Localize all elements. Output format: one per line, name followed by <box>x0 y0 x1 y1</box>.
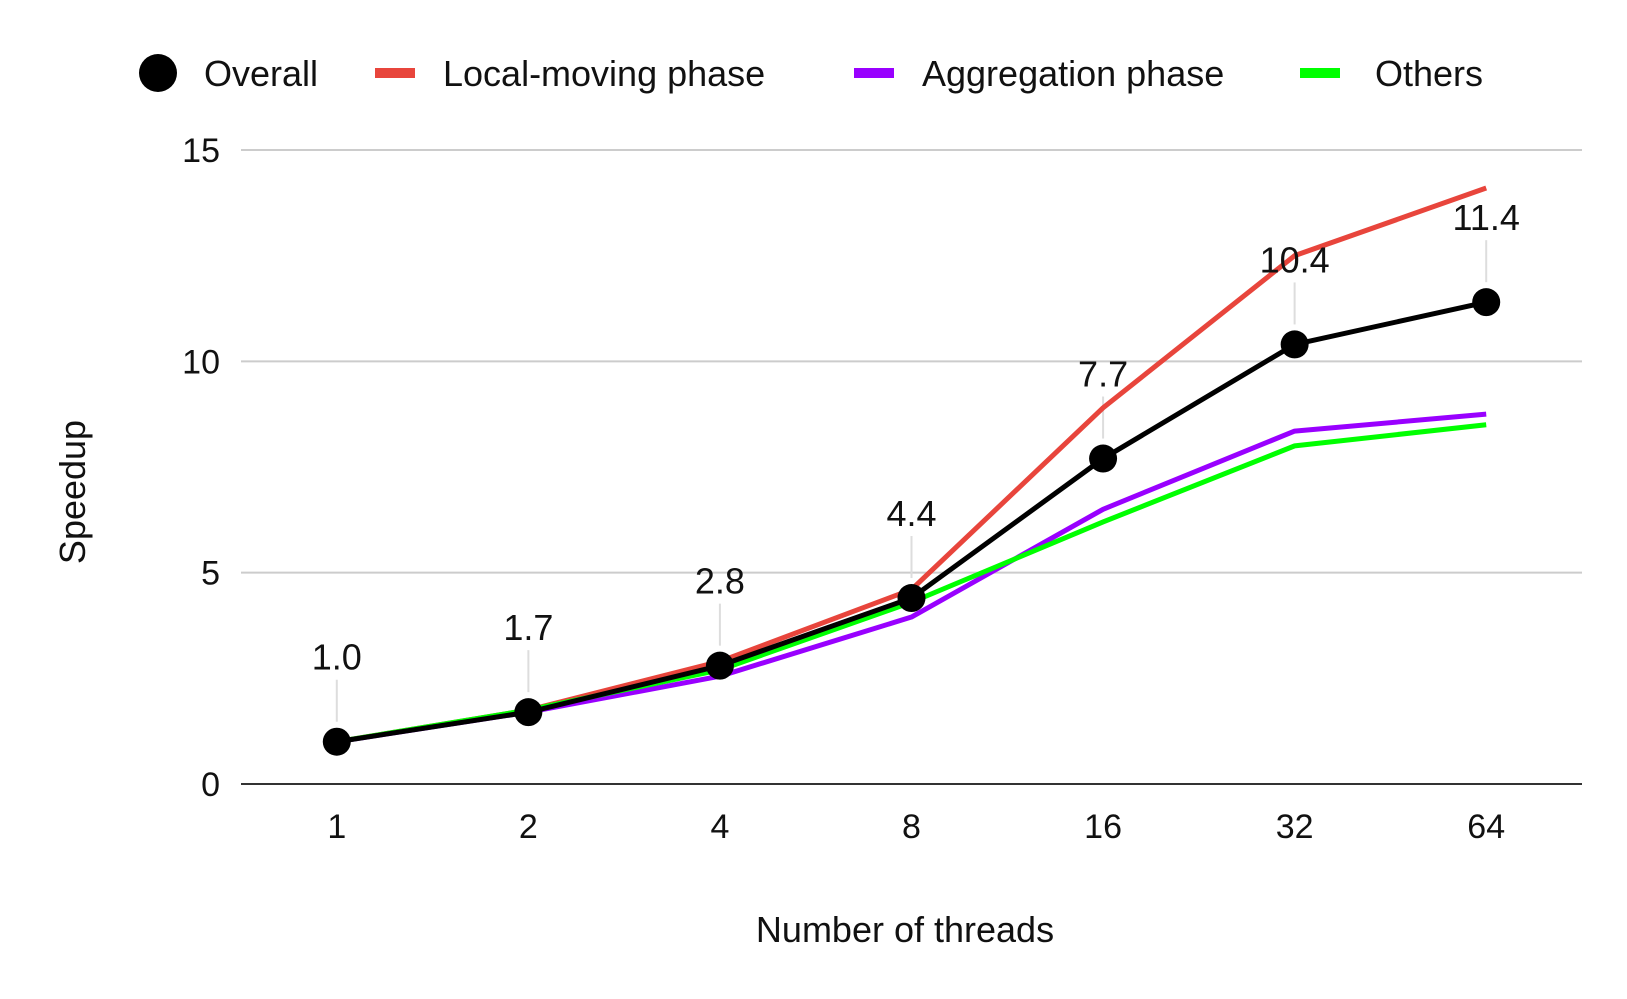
overall-data-label: 4.4 <box>886 493 936 534</box>
overall-point <box>897 584 926 613</box>
x-axis-ticks: 1 2 4 8 16 32 64 <box>327 808 1505 846</box>
x-tick-label: 8 <box>902 808 921 846</box>
legend-marker-overall <box>139 54 177 92</box>
legend: Overall Local-moving phase Aggregation pha… <box>139 53 1483 94</box>
overall-data-label: 1.7 <box>503 607 553 648</box>
legend-label: Overall <box>204 53 318 94</box>
legend-label: Local-moving phase <box>443 53 765 94</box>
series-line-others <box>336 422 1487 745</box>
x-tick-label: 64 <box>1467 808 1505 846</box>
overall-data-label: 7.7 <box>1078 354 1128 395</box>
y-tick-label: 0 <box>201 766 220 804</box>
legend-swatch-aggregation-phase <box>854 68 894 78</box>
x-tick-label: 4 <box>710 808 729 846</box>
overall-data-label: 10.4 <box>1260 239 1330 280</box>
x-axis-title: Number of threads <box>756 909 1054 950</box>
data-label-leaders <box>335 240 1488 722</box>
overall-data-label: 1.0 <box>312 637 362 678</box>
y-axis-ticks: 0 5 10 15 <box>182 132 220 804</box>
x-tick-label: 32 <box>1276 808 1314 846</box>
legend-label: Aggregation phase <box>922 53 1224 94</box>
legend-swatch-others <box>1300 68 1340 78</box>
x-tick-label: 1 <box>327 808 346 846</box>
y-tick-label: 10 <box>182 343 220 381</box>
legend-swatch-local-moving-phase <box>375 68 415 78</box>
overall-data-label: 2.8 <box>695 561 745 602</box>
overall-point <box>705 651 734 680</box>
x-tick-label: 16 <box>1084 808 1122 846</box>
overall-markers <box>322 288 1501 756</box>
y-tick-label: 5 <box>201 555 220 593</box>
y-tick-label: 15 <box>182 132 220 170</box>
overall-data-label: 11.4 <box>1453 197 1520 238</box>
overall-point <box>322 727 351 756</box>
data-labels: 1.0 1.7 2.8 4.4 7.7 10.4 11.4 <box>312 197 1520 678</box>
overall-point <box>1472 288 1501 317</box>
overall-point <box>1089 444 1118 473</box>
y-axis-title: Speedup <box>52 420 93 564</box>
overall-point <box>1280 330 1309 359</box>
overall-point <box>514 698 543 727</box>
x-tick-label: 2 <box>519 808 538 846</box>
legend-label: Others <box>1375 53 1483 94</box>
